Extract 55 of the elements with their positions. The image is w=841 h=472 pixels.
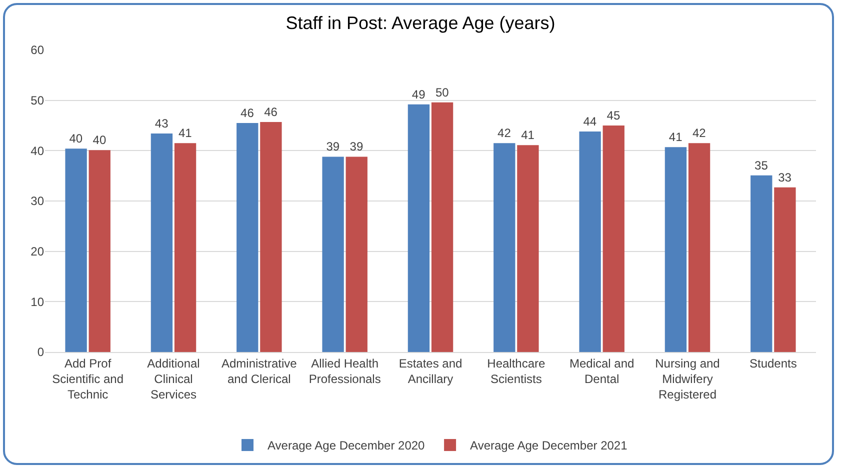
data-label: 45 <box>606 108 620 122</box>
bar <box>688 143 710 352</box>
x-tick-label: Allied Health Professionals <box>308 356 381 386</box>
bar <box>494 143 516 352</box>
data-label: 50 <box>435 85 450 100</box>
y-tick-label: 30 <box>30 194 44 208</box>
data-label: 42 <box>692 126 706 140</box>
y-tick-label: 10 <box>30 294 44 309</box>
data-label: 41 <box>178 126 192 140</box>
x-tick-label: Nursing and Midwifery Registered <box>655 356 720 402</box>
x-tick-label: Add Prof Scientific and Technic <box>52 356 124 402</box>
y-tick-label: 60 <box>30 43 44 58</box>
x-tick-label: Estates and Ancillary <box>398 356 462 386</box>
data-label: 40 <box>69 132 83 146</box>
bar <box>65 148 87 352</box>
bar <box>750 175 772 352</box>
y-tick-label: 0 <box>37 345 44 360</box>
bar <box>88 150 110 352</box>
data-label: 41 <box>668 130 683 144</box>
x-tick-label: Healthcare Scientists <box>487 356 546 386</box>
data-label: 39 <box>326 140 340 154</box>
bar <box>322 156 344 352</box>
x-tick-label: Additional Clinical Services <box>147 356 200 402</box>
bar <box>774 187 796 352</box>
x-tick-label: Students <box>749 356 797 370</box>
bar <box>579 132 601 352</box>
data-label: 46 <box>240 106 254 120</box>
x-tick-label: Administrative and Clerical <box>221 356 298 386</box>
bar <box>260 122 282 352</box>
bar <box>150 134 173 352</box>
bar <box>236 122 258 352</box>
data-label: 40 <box>92 133 106 148</box>
bar <box>664 147 687 352</box>
bar <box>174 143 196 352</box>
data-label: 39 <box>350 140 364 154</box>
data-label: 33 <box>778 170 792 184</box>
data-label: 35 <box>754 158 768 172</box>
chart-title: Staff in Post: Average Age (years) <box>286 13 556 34</box>
data-label: 42 <box>498 126 512 140</box>
legend-label: Average Age December 2021 <box>470 438 628 453</box>
y-tick-label: 40 <box>30 144 44 158</box>
legend-label: Average Age December 2020 <box>268 438 426 453</box>
data-label: 41 <box>521 128 535 142</box>
y-tick-label: 20 <box>30 244 44 259</box>
data-label: 44 <box>583 114 597 129</box>
bar <box>408 104 430 352</box>
bar <box>346 156 368 352</box>
data-label: 43 <box>154 116 169 131</box>
data-label: 49 <box>412 87 426 102</box>
bar <box>431 102 454 352</box>
x-tick-label: Medical and Dental <box>569 356 634 386</box>
data-label: 46 <box>264 104 278 119</box>
y-tick-label: 50 <box>30 94 44 108</box>
bar <box>517 145 539 352</box>
bar <box>602 126 624 352</box>
